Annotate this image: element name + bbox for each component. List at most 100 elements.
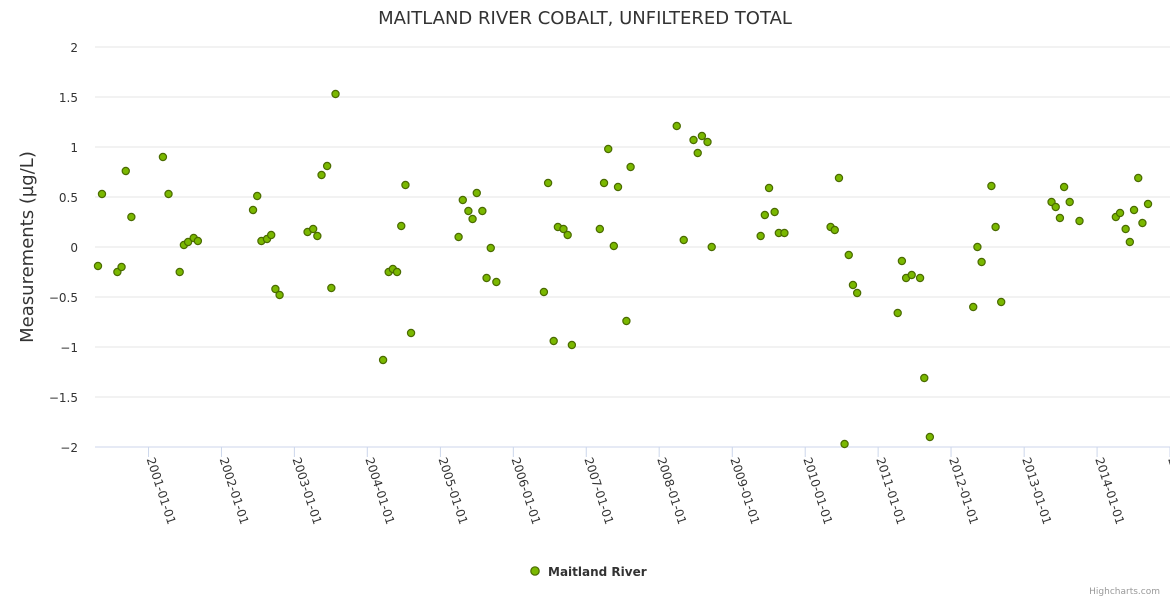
data-point[interactable]	[760, 210, 770, 220]
data-point[interactable]	[973, 242, 982, 252]
data-point[interactable]	[1065, 197, 1074, 207]
data-point[interactable]	[969, 302, 978, 312]
data-point[interactable]	[121, 166, 130, 176]
data-point[interactable]	[893, 308, 902, 318]
credits-link[interactable]: Highcharts.com	[1089, 587, 1160, 597]
data-point[interactable]	[626, 162, 635, 172]
data-point[interactable]	[991, 222, 1000, 232]
data-point[interactable]	[193, 236, 203, 246]
legend[interactable]: Maitland River	[530, 565, 647, 579]
data-point[interactable]	[780, 228, 789, 238]
data-point[interactable]	[907, 270, 916, 280]
data-point[interactable]	[1059, 182, 1069, 192]
data-point[interactable]	[915, 273, 925, 283]
data-point[interactable]	[117, 262, 126, 272]
data-point[interactable]	[563, 230, 572, 240]
data-point[interactable]	[848, 280, 858, 290]
data-point[interactable]	[567, 340, 577, 350]
x-tick-label: 2011-01-01	[873, 456, 908, 527]
data-point[interactable]	[925, 432, 935, 442]
data-point[interactable]	[834, 173, 844, 183]
data-point[interactable]	[248, 205, 258, 215]
legend-item-label[interactable]: Maitland River	[548, 565, 647, 579]
data-point[interactable]	[1134, 173, 1143, 183]
data-point[interactable]	[406, 328, 416, 338]
data-point[interactable]	[492, 277, 501, 287]
data-point[interactable]	[996, 297, 1006, 307]
data-point[interactable]	[599, 178, 609, 188]
data-point[interactable]	[327, 283, 336, 293]
data-point[interactable]	[987, 181, 996, 191]
data-point[interactable]	[275, 290, 284, 300]
data-point[interactable]	[703, 137, 712, 147]
y-tick-label: 2	[70, 41, 78, 55]
data-point[interactable]	[1125, 237, 1135, 247]
data-point[interactable]	[844, 250, 853, 260]
data-point[interactable]	[1121, 224, 1130, 234]
data-point[interactable]	[595, 224, 605, 234]
data-point[interactable]	[604, 144, 613, 154]
data-point[interactable]	[1129, 205, 1139, 215]
data-point[interactable]	[622, 316, 631, 326]
data-point[interactable]	[756, 231, 765, 241]
data-point[interactable]	[897, 256, 907, 266]
data-point[interactable]	[920, 373, 929, 383]
data-point[interactable]	[158, 152, 168, 162]
data-point[interactable]	[127, 212, 136, 222]
data-point[interactable]	[378, 355, 388, 365]
data-point[interactable]	[1055, 213, 1065, 223]
data-point[interactable]	[1115, 208, 1125, 218]
data-point[interactable]	[164, 189, 173, 199]
data-point[interactable]	[271, 284, 280, 294]
data-point[interactable]	[253, 191, 262, 201]
data-point[interactable]	[486, 243, 495, 253]
data-point[interactable]	[559, 224, 568, 234]
data-point[interactable]	[707, 242, 716, 252]
data-point[interactable]	[549, 336, 558, 346]
data-point[interactable]	[331, 89, 340, 99]
x-tick-label: 2009-01-01	[727, 456, 762, 527]
data-point[interactable]	[97, 189, 107, 199]
data-point[interactable]	[464, 206, 473, 216]
data-point[interactable]	[313, 231, 322, 241]
data-point[interactable]	[693, 148, 702, 158]
data-point[interactable]	[539, 287, 549, 297]
data-point[interactable]	[697, 131, 707, 141]
data-point[interactable]	[689, 135, 698, 145]
data-point[interactable]	[308, 224, 318, 234]
data-point[interactable]	[478, 206, 487, 216]
data-point[interactable]	[175, 267, 184, 277]
y-tick-label: 0	[70, 241, 78, 255]
data-point[interactable]	[317, 170, 326, 180]
data-point[interactable]	[392, 267, 402, 277]
data-point[interactable]	[852, 288, 862, 298]
data-point[interactable]	[454, 232, 463, 242]
data-point[interactable]	[322, 161, 332, 171]
data-point[interactable]	[672, 121, 681, 131]
data-point[interactable]	[472, 188, 481, 198]
data-point[interactable]	[1075, 216, 1084, 226]
data-point[interactable]	[401, 180, 410, 190]
data-point[interactable]	[93, 261, 103, 271]
data-point[interactable]	[543, 178, 553, 188]
data-point[interactable]	[468, 214, 477, 224]
data-point[interactable]	[840, 439, 849, 449]
data-point[interactable]	[267, 230, 276, 240]
data-point[interactable]	[1143, 199, 1153, 209]
data-point[interactable]	[830, 225, 839, 235]
data-point[interactable]	[770, 207, 779, 217]
data-point[interactable]	[397, 221, 406, 231]
data-point[interactable]	[482, 273, 491, 283]
data-point[interactable]	[1051, 202, 1060, 212]
data-point[interactable]	[764, 183, 774, 193]
data-point[interactable]	[1138, 218, 1147, 228]
y-tick-label: −1.5	[49, 391, 78, 405]
data-point[interactable]	[613, 182, 623, 192]
data-point[interactable]	[977, 257, 986, 267]
data-point[interactable]	[458, 195, 467, 205]
x-tick-label: 2012-01-01	[946, 456, 981, 527]
data-point[interactable]	[183, 237, 193, 247]
data-point[interactable]	[679, 235, 688, 245]
data-point[interactable]	[609, 241, 619, 251]
y-tick-label: 1.5	[59, 91, 78, 105]
